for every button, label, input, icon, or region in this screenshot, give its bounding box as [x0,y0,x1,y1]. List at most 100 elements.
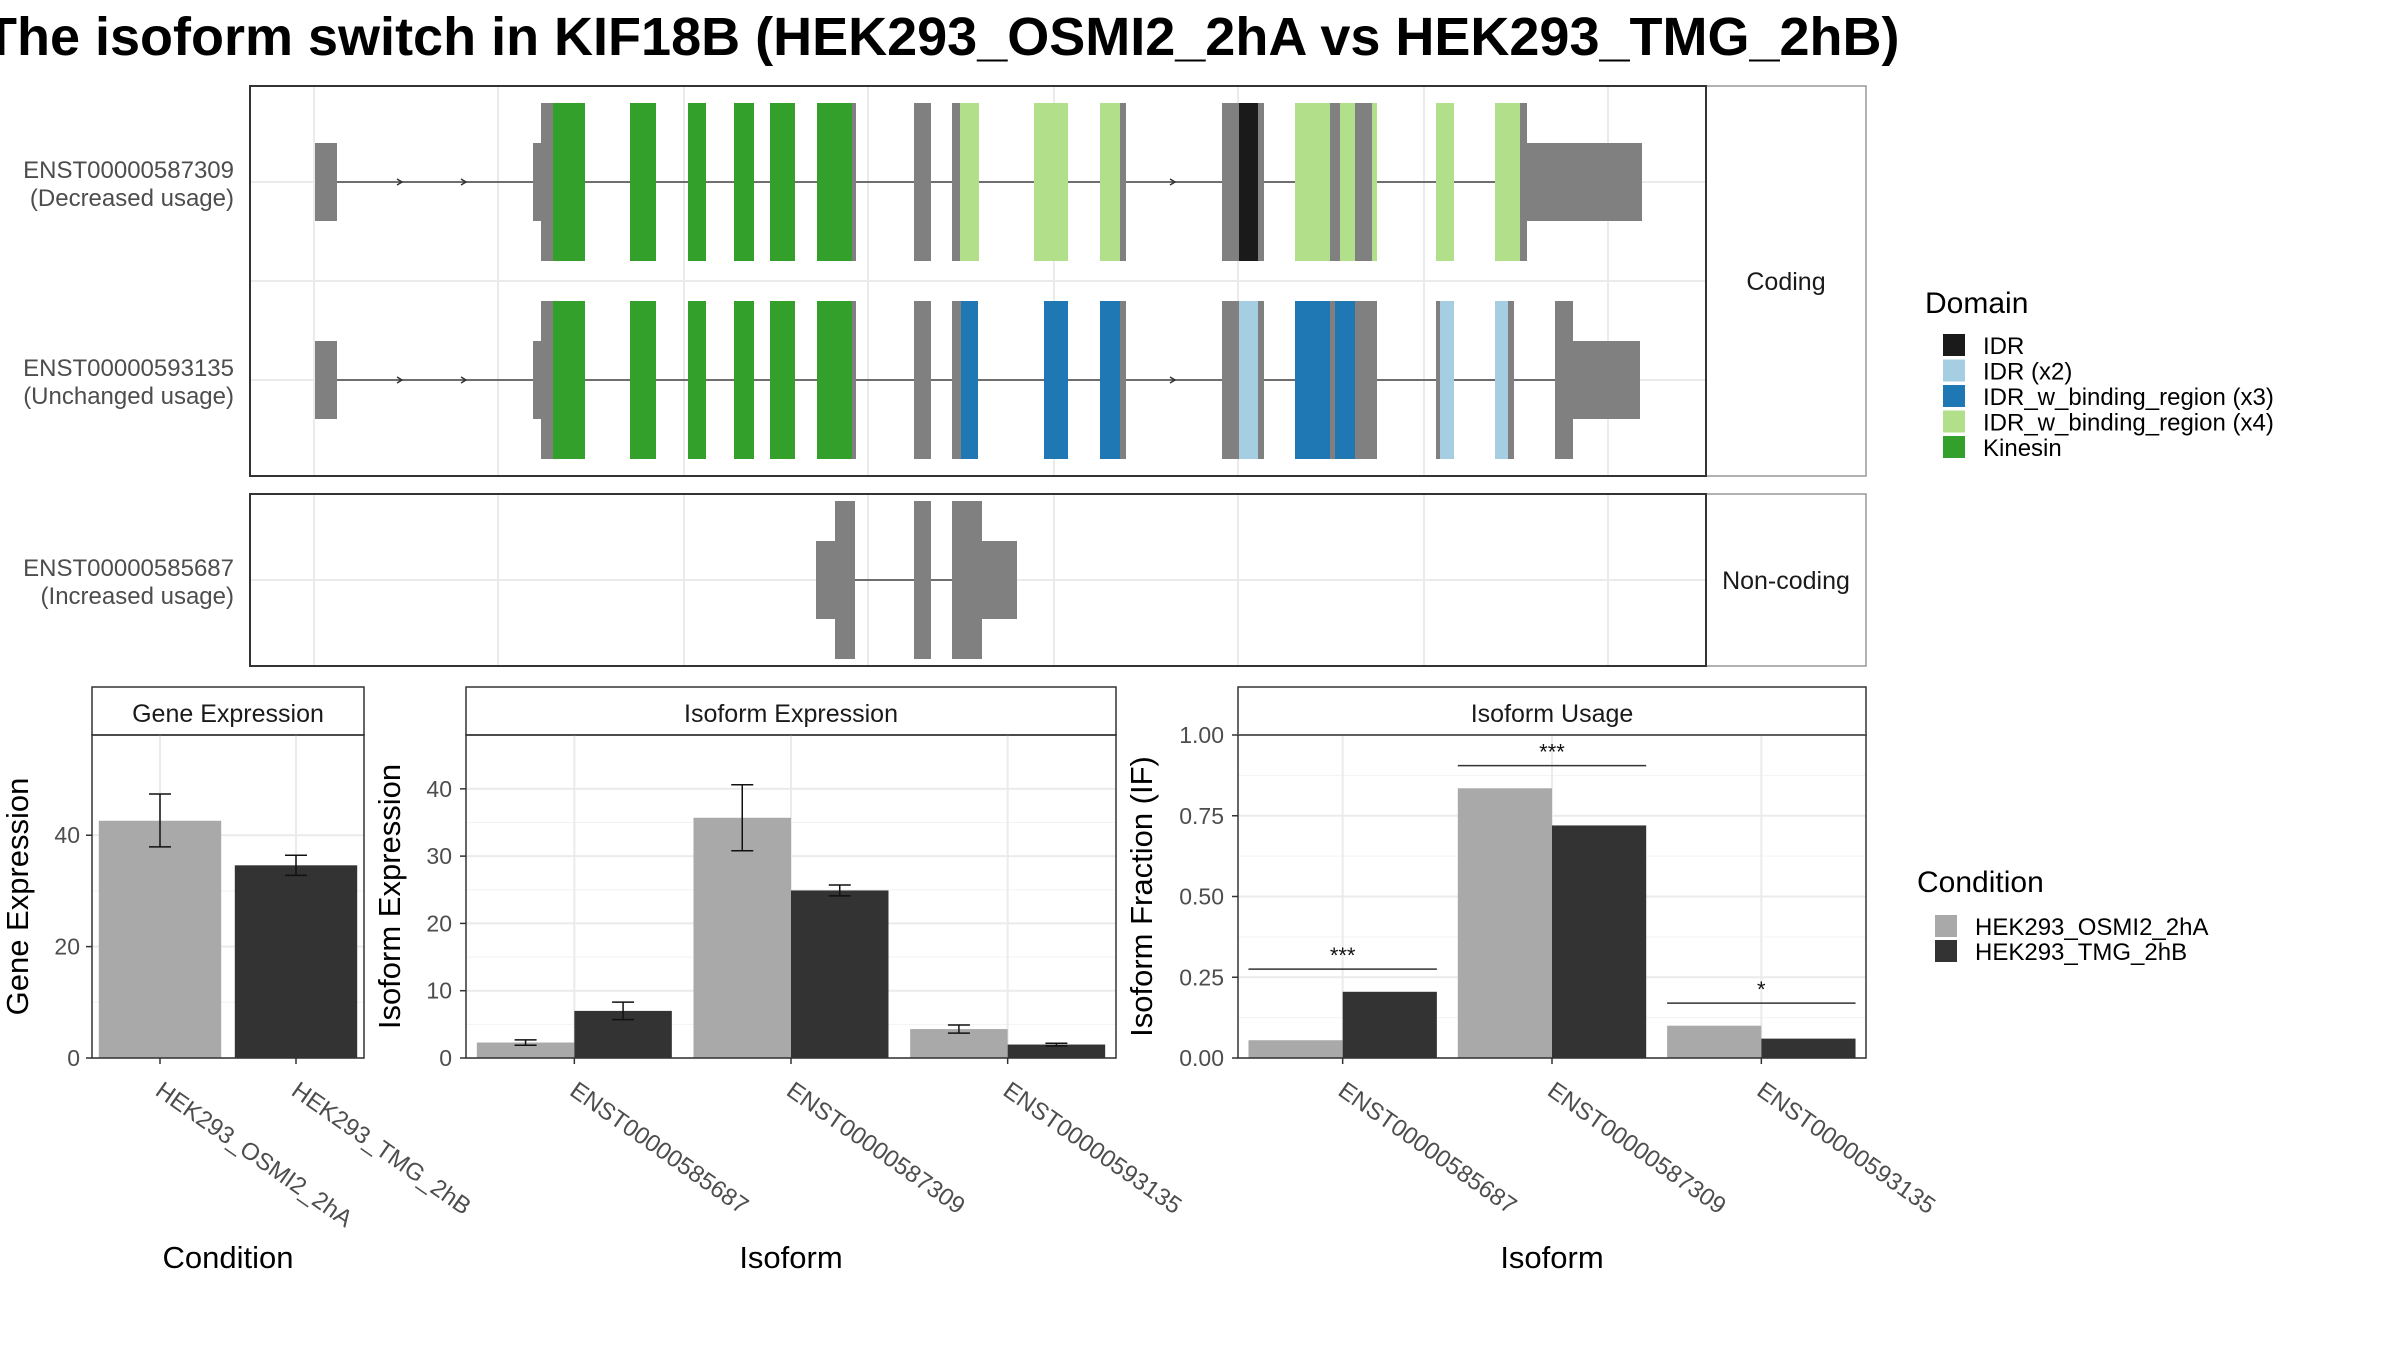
exon [541,103,553,261]
significance-label: *** [1539,740,1565,765]
y-tick-label: 0.75 [1179,803,1224,829]
bar [234,865,358,1058]
domain-legend-label: IDR [1983,333,2024,360]
exon [817,103,852,261]
exon [1495,301,1508,459]
exon [315,341,337,419]
significance-label: * [1757,977,1766,1002]
transcript-structure-panel: Coding Non-coding ENST00000587309(Decrease… [23,85,1867,667]
figure-title: The isoform switch in KIF18B (HEK293_OSM… [0,7,1900,67]
x-tick-label: ENST00000587309 [1543,1077,1731,1220]
y-tick-label: 40 [54,822,80,848]
panel-title: Gene Expression [132,700,324,728]
exon [914,301,931,459]
bar-panel-3: Isoform Usage0.000.250.500.751.00*******… [1124,686,1940,1275]
exon [770,301,795,459]
domain-legend-title: Domain [1925,287,2028,320]
strand-arrow [1169,376,1177,384]
y-tick-label: 10 [426,978,452,1004]
y-tick-label: 0.25 [1179,964,1224,990]
exon [1440,301,1454,459]
y-tick-label: 0.00 [1179,1045,1224,1071]
exon [1120,103,1126,261]
isoform-usage-label: (Increased usage) [41,583,234,610]
exon [553,103,585,261]
exon [1239,301,1258,459]
condition-legend-title: Condition [1917,866,2044,899]
facet-strip [1705,493,1867,667]
exon [961,301,978,459]
exon [852,301,856,459]
panel-strip [91,686,365,736]
exon [1100,103,1120,261]
exon [630,103,656,261]
exon [1120,301,1126,459]
y-axis-title: Isoform Fraction (IF) [1124,756,1159,1037]
exon [533,341,543,419]
exon [1555,301,1573,459]
exon [1335,301,1355,459]
exon [1222,103,1239,261]
exon [1495,103,1520,261]
exon [1044,301,1068,459]
exon [852,103,856,261]
panel-strip [465,686,1117,736]
exon [1355,301,1377,459]
bar [910,1029,1008,1058]
y-tick-label: 0 [67,1045,80,1071]
exon [914,501,931,659]
exon [1372,103,1377,261]
facet-strip-label: Coding [1746,268,1825,296]
bar [1761,1038,1856,1058]
exon [1222,301,1239,459]
isoform-label: ENST00000585687 [23,555,234,582]
isoform-usage-label: (Unchanged usage) [23,383,234,410]
y-tick-label: 20 [426,910,452,936]
bar [1342,991,1437,1058]
strand-arrow [396,376,404,384]
exon [1527,143,1642,221]
exon [1100,301,1120,459]
exon [630,301,656,459]
exon [533,143,543,221]
bar [1457,788,1552,1058]
bar [791,890,889,1058]
isoform-label: ENST00000587309 [23,157,234,184]
bar [1552,825,1647,1058]
exon [1258,301,1264,459]
x-axis-title: Isoform [1500,1240,1603,1275]
condition-legend-key [1935,915,1957,937]
exon [1330,301,1335,459]
exon [1239,103,1258,261]
x-tick-label: ENST00000593135 [1752,1077,1940,1220]
exon [1508,301,1514,459]
exon [952,501,982,659]
facet-strip-label: Non-coding [1722,567,1850,595]
exon [734,301,754,459]
y-axis-title: Isoform Expression [372,764,407,1029]
exon [734,103,754,261]
exon [952,301,961,459]
exon [553,301,585,459]
exon [770,103,795,261]
x-tick-label: ENST00000593135 [998,1077,1186,1220]
strand-arrow [460,178,468,186]
domain-legend-key [1943,436,1965,458]
structure-facet-border [249,85,1707,477]
y-tick-label: 0.50 [1179,884,1224,910]
bar [476,1042,575,1058]
y-axis-title: Gene Expression [0,778,35,1016]
exon [982,541,1017,619]
exon [1355,103,1372,261]
bar [1007,1044,1106,1058]
exon [1295,103,1330,261]
domain-legend-label: Kinesin [1983,435,2062,462]
facet-strip [1705,85,1867,477]
expression-panels: Gene Expression02040HEK293_OSMI2_2hAHEK2… [0,686,1940,1275]
x-tick-label: ENST00000587309 [782,1077,970,1220]
domain-legend-key [1943,359,1965,382]
panel-title: Isoform Expression [684,700,898,728]
exon [1295,301,1330,459]
exon [1436,103,1454,261]
